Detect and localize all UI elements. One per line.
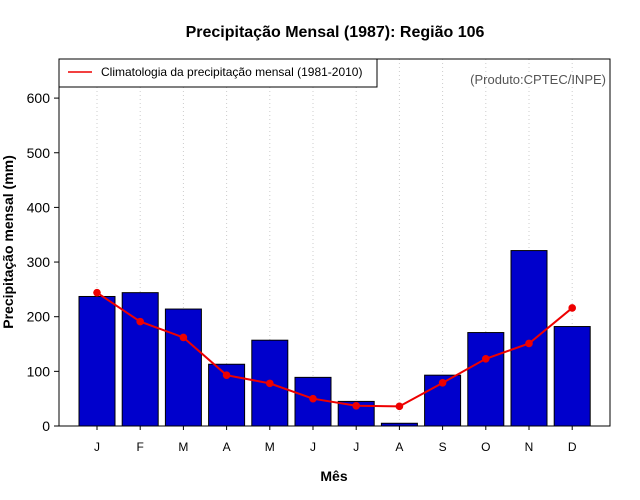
y-tick-label: 400 bbox=[27, 199, 51, 215]
x-tick-label: D bbox=[568, 440, 577, 454]
climatology-point bbox=[438, 379, 447, 387]
climatology-point bbox=[395, 402, 404, 411]
climatology-point bbox=[525, 339, 533, 348]
legend-label: Climatologia da precipitação mensal (198… bbox=[101, 65, 362, 79]
climatology-point bbox=[136, 317, 144, 326]
bars bbox=[78, 250, 591, 427]
legend: Climatologia da precipitação mensal (198… bbox=[58, 58, 378, 88]
x-tick-label: J bbox=[310, 440, 316, 454]
x-tick-label: S bbox=[439, 440, 447, 454]
x-axis-label: Mês bbox=[320, 468, 347, 484]
y-tick-label: 100 bbox=[27, 363, 51, 379]
bar bbox=[78, 295, 116, 427]
climatology-point bbox=[266, 379, 274, 388]
x-tick-label: M bbox=[265, 440, 275, 454]
x-tick-label: O bbox=[481, 440, 490, 454]
x-tick-label: F bbox=[137, 440, 144, 454]
bar bbox=[510, 250, 548, 427]
y-axis-label: Precipitação mensal (mm) bbox=[0, 155, 16, 329]
bar bbox=[164, 308, 202, 427]
x-tick-label: M bbox=[178, 440, 188, 454]
climatology-polyline bbox=[96, 291, 573, 408]
climatology-point bbox=[309, 394, 317, 403]
bar bbox=[467, 332, 505, 427]
climatology-point bbox=[179, 333, 188, 342]
climatology-point bbox=[568, 304, 576, 312]
climatology-point bbox=[93, 288, 101, 297]
x-tick-label: J bbox=[94, 440, 100, 454]
climatology-point bbox=[352, 401, 361, 410]
y-axis-ticks: 0 100 200 300 400 500 600 bbox=[27, 90, 59, 434]
bar bbox=[121, 292, 159, 427]
climatology-point bbox=[222, 371, 231, 379]
x-tick-label: N bbox=[525, 440, 534, 454]
y-tick-label: 300 bbox=[27, 254, 51, 270]
x-tick-label: J bbox=[353, 440, 359, 454]
x-tick-label: A bbox=[395, 440, 403, 454]
bar bbox=[553, 326, 591, 427]
chart-title: Precipitação Mensal (1987): Região 106 bbox=[186, 24, 485, 41]
y-tick-label: 200 bbox=[27, 309, 51, 325]
y-tick-label: 500 bbox=[27, 145, 51, 161]
climatology-line bbox=[93, 288, 576, 411]
x-tick-label: A bbox=[223, 440, 231, 454]
climatology-point bbox=[482, 354, 490, 363]
credit-annotation: (Produto:CPTEC/INPE) bbox=[470, 72, 606, 87]
legend-box bbox=[58, 58, 378, 88]
y-tick-label: 600 bbox=[27, 90, 51, 106]
y-tick-label: 0 bbox=[42, 418, 50, 434]
